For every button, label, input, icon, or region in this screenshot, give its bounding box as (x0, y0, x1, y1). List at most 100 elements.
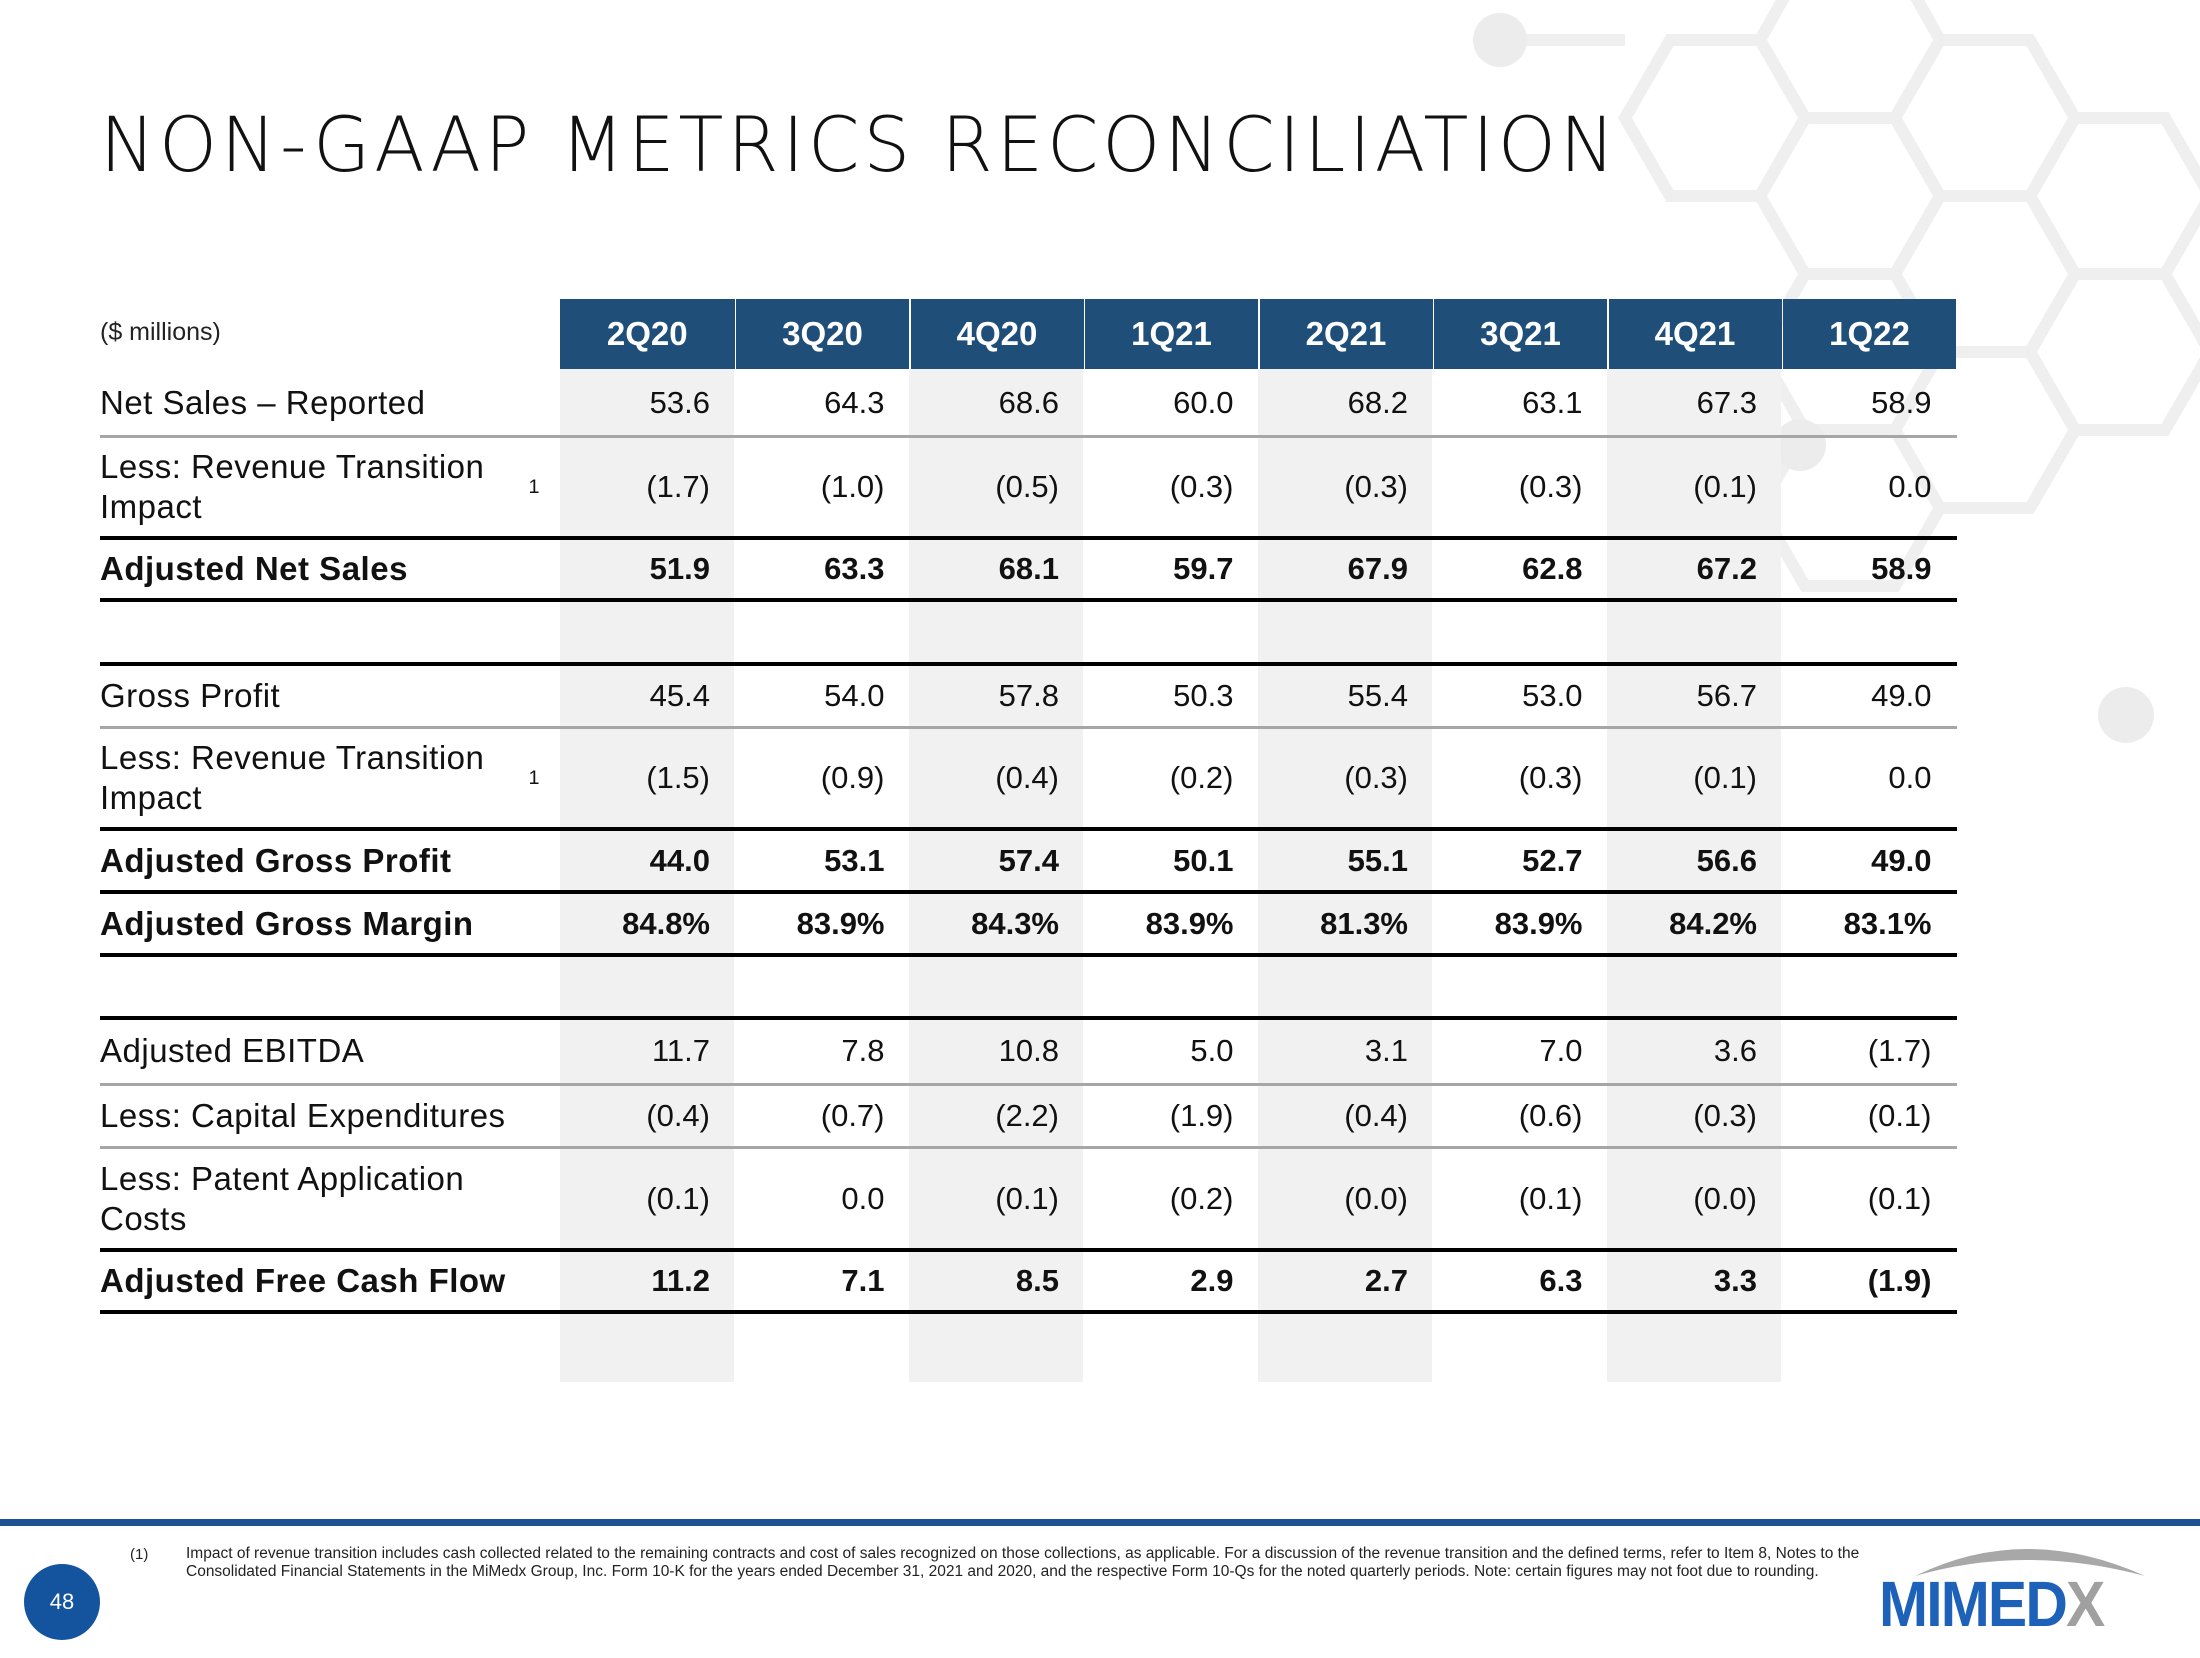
table-cell: (0.3) (1169, 469, 1234, 504)
table-cell: (0.1) (1518, 1180, 1583, 1216)
table-cell: 10.8 (998, 1033, 1059, 1068)
table-cell: 3.6 (1713, 1033, 1757, 1068)
table-cell: (0.4) (995, 760, 1059, 795)
row-divider (100, 598, 1957, 602)
row-label-text: Adjusted Gross Margin (100, 904, 474, 942)
table-cell: 2.9 (1190, 1263, 1234, 1298)
table-cell: 63.3 (824, 551, 885, 586)
table-cell: 53.1 (824, 842, 885, 878)
row-divider (100, 953, 1957, 957)
table-cell: 7.8 (841, 1033, 885, 1068)
table-cell: (0.0) (1344, 1180, 1408, 1216)
section-divider (100, 662, 1957, 666)
table-cell: (0.5) (995, 469, 1059, 504)
table-cell: 60.0 (1173, 384, 1234, 420)
table-cell: 7.1 (841, 1263, 885, 1298)
table-row: Adjusted EBITDA 11.7 7.8 10.8 5.0 3.1 7.0 3.6 (1… (100, 1018, 1957, 1084)
table-cell: (1.5) (646, 760, 710, 795)
table-cell: (0.1) (1693, 469, 1757, 504)
table-cell: 58.9 (1871, 551, 1932, 586)
table-cell: 57.4 (998, 842, 1059, 878)
table-cell: 53.0 (1522, 677, 1583, 713)
column-header: 3Q21 (1434, 299, 1607, 369)
table-cell: (2.2) (995, 1097, 1059, 1133)
table-cell: (1.7) (646, 469, 710, 504)
row-label-text: Adjusted Gross Profit (100, 841, 452, 879)
table-cell: 81.3% (1320, 905, 1408, 941)
table-cell: (0.3) (1518, 469, 1583, 504)
table-cell: 6.3 (1539, 1263, 1583, 1298)
table-cell: 11.7 (651, 1033, 710, 1068)
column-header: 4Q21 (1608, 299, 1782, 369)
column-header: 2Q20 (560, 299, 735, 369)
table-cell: 83.9% (1145, 905, 1234, 941)
table-cell: 84.2% (1669, 905, 1757, 941)
table-cell: 8.5 (1015, 1263, 1059, 1298)
table-row: Adjusted Gross Margin 84.8% 83.9% 84.3% 83.9… (100, 892, 1957, 955)
table-cell: (0.3) (1344, 469, 1408, 504)
mimedx-logo: MIMEDX (1875, 1538, 2175, 1638)
table-cell: (0.1) (1693, 760, 1757, 795)
table-row: Net Sales – Reported 53.6 64.3 68.6 60.0 68.2… (100, 369, 1957, 436)
footnote-ref: 1 (528, 767, 540, 789)
table-cell: 57.8 (998, 677, 1059, 713)
row-label-text: Less: Revenue Transition Impact (100, 448, 485, 525)
table-row: Less: Patent Application Costs (0.1) 0.0 (0… (100, 1147, 1957, 1250)
row-divider (100, 1146, 1957, 1149)
row-divider (100, 890, 1957, 894)
footer-divider (0, 1519, 2200, 1526)
row-label: Adjusted Net Sales (100, 538, 560, 600)
column-header: 1Q22 (1783, 299, 1956, 369)
table-cell: (1.0) (820, 469, 885, 504)
row-label-text: Adjusted Net Sales (100, 550, 408, 587)
table-cell: (0.2) (1169, 760, 1234, 795)
table-cell: (0.6) (1518, 1097, 1583, 1133)
table-cell: 56.6 (1696, 842, 1757, 878)
table-row: Less: Revenue Transition Impact 1 (1.5) (0.… (100, 727, 1957, 829)
table-row: Less: Revenue Transition Impact 1 (1.7) (1.… (100, 436, 1957, 538)
table-cell: (0.4) (1344, 1097, 1408, 1133)
table-cell: (0.7) (820, 1097, 885, 1133)
table-cell: 63.1 (1522, 384, 1583, 420)
logo-text-accent: X (2066, 1568, 2105, 1640)
page-number: 48 (49, 1589, 75, 1614)
row-label: Less: Capital Expenditures (100, 1084, 560, 1147)
table-cell: 51.9 (649, 551, 710, 586)
row-label-text: Less: Capital Expenditures (100, 1096, 506, 1134)
table-cell: 50.1 (1173, 842, 1234, 878)
table-cell: 0.0 (1888, 760, 1932, 795)
footnote-marker: (1) (130, 1546, 149, 1563)
table-cell: (0.0) (1693, 1180, 1757, 1216)
row-divider (100, 1310, 1957, 1314)
table-cell: 84.8% (622, 905, 710, 941)
row-label-text: Less: Revenue Transition Impact (100, 739, 485, 816)
logo-text-main: MIMED (1879, 1568, 2068, 1640)
column-header: 3Q20 (736, 299, 909, 369)
logo-arc-icon (1915, 1549, 2145, 1576)
column-header: 2Q21 (1259, 299, 1433, 369)
table-cell: (0.4) (646, 1097, 710, 1133)
table-cell: 55.1 (1347, 842, 1408, 878)
table-cell: 3.1 (1364, 1033, 1408, 1068)
row-divider (100, 726, 1957, 729)
table-cell: (0.2) (1169, 1180, 1234, 1216)
table-cell: 54.0 (824, 677, 885, 713)
row-label-text: Gross Profit (100, 676, 281, 714)
table-cell: 59.7 (1173, 551, 1234, 586)
row-label: Adjusted EBITDA (100, 1018, 560, 1084)
units-label: ($ millions) (100, 318, 221, 346)
table-cell: 0.0 (1888, 469, 1932, 504)
table-row: Gross Profit 45.4 54.0 57.8 50.3 55.4 53.0 56.7… (100, 664, 1957, 727)
row-divider (100, 1248, 1957, 1252)
row-divider (100, 1083, 1957, 1086)
table-cell: 83.9% (796, 905, 885, 941)
row-label-text: Adjusted EBITDA (100, 1032, 365, 1069)
table-cell: 0.0 (841, 1180, 885, 1216)
table-cell: 68.2 (1347, 384, 1408, 420)
table-cell: (1.9) (1867, 1263, 1932, 1298)
row-divider (100, 827, 1957, 831)
footnote-ref: 1 (528, 476, 540, 498)
row-label-text: Less: Patent Application Costs (100, 1159, 465, 1237)
table-cell: 45.4 (649, 677, 710, 713)
table-cell: 67.3 (1696, 384, 1757, 420)
